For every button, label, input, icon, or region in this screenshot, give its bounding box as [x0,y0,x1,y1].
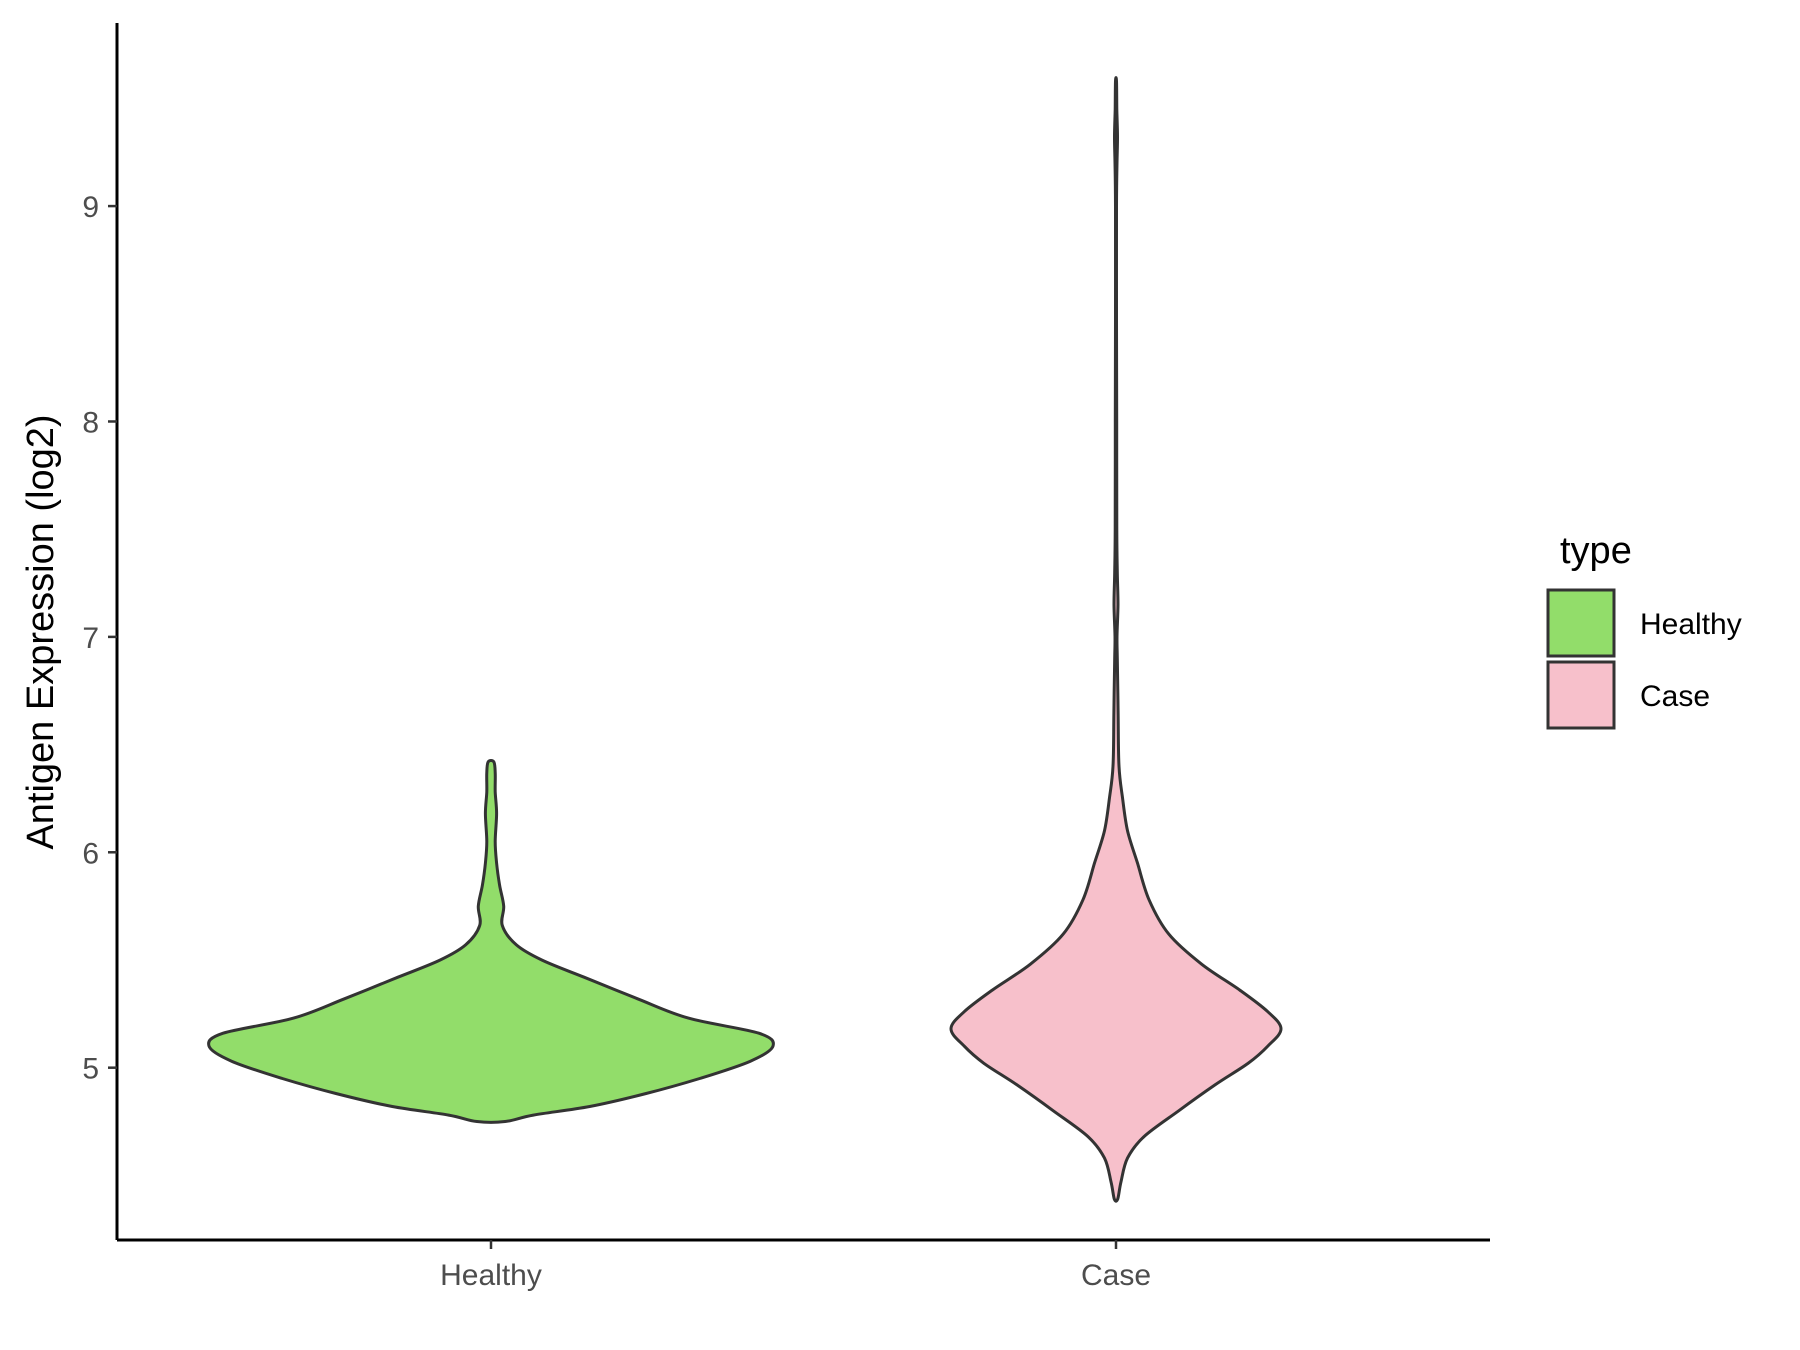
legend-label-case: Case [1640,680,1710,713]
legend-title: type [1560,530,1632,572]
axes: 5 6 7 8 9 Healthy Case Antigen Expression (lo… [20,23,1490,1292]
legend: type Healthy Case [1546,530,1742,730]
y-tick-label: 9 [82,191,99,224]
y-tick-label: 6 [82,837,99,870]
violin-group [207,76,1283,1203]
x-ticks: Healthy Case [440,1240,1151,1292]
y-ticks: 5 6 7 8 9 [82,191,117,1086]
x-tick-label: Case [1081,1259,1151,1292]
x-tick-label: Healthy [440,1259,542,1292]
legend-key-case [1546,660,1616,730]
legend-entries: Healthy Case [1546,588,1742,730]
legend-key-healthy [1546,588,1616,658]
y-tick-label: 8 [82,406,99,439]
violin-healthy [207,758,775,1124]
legend-label-healthy: Healthy [1640,608,1742,641]
violin-case [949,76,1283,1203]
y-axis-label: Antigen Expression (log2) [20,414,62,849]
y-tick-label: 5 [82,1053,99,1086]
y-tick-label: 7 [82,622,99,655]
